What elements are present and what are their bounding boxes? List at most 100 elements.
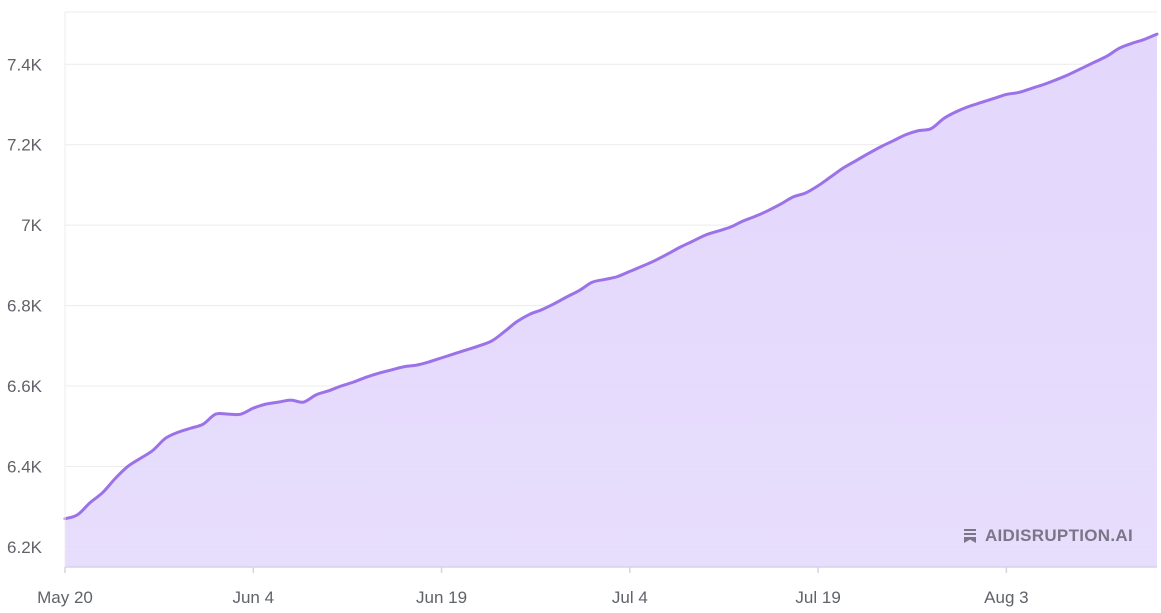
data-point — [440, 356, 444, 360]
bookmark-stack-icon — [963, 529, 976, 543]
data-point — [1142, 37, 1146, 41]
data-point — [352, 380, 356, 384]
data-point — [1067, 72, 1071, 76]
data-point — [289, 398, 293, 402]
data-point — [88, 501, 92, 505]
data-point — [1055, 78, 1059, 82]
data-point — [628, 269, 632, 273]
data-point — [176, 430, 180, 434]
data-point — [427, 360, 431, 364]
x-tick-label: May 20 — [37, 588, 93, 607]
x-tick-label: Jul 4 — [612, 588, 648, 607]
data-point — [251, 406, 255, 410]
data-point — [816, 184, 820, 188]
data-point — [766, 209, 770, 213]
series-area-fill — [65, 34, 1157, 568]
data-point — [163, 436, 167, 440]
data-point — [553, 302, 557, 306]
data-point — [314, 393, 318, 397]
data-point — [590, 280, 594, 284]
data-point — [515, 320, 519, 324]
data-point — [502, 330, 506, 334]
y-tick-label: 7.2K — [7, 136, 43, 155]
data-point — [929, 127, 933, 131]
data-point — [703, 233, 707, 237]
x-tick-label: Jun 4 — [232, 588, 274, 607]
data-point — [753, 214, 757, 218]
data-point — [126, 464, 130, 468]
data-point — [891, 139, 895, 143]
data-point — [1117, 46, 1121, 50]
data-point — [917, 129, 921, 133]
data-point — [653, 259, 657, 263]
data-point — [728, 225, 732, 229]
data-point — [841, 166, 845, 170]
data-point — [339, 384, 343, 388]
data-point — [327, 389, 331, 393]
data-point — [665, 252, 669, 256]
y-tick-label: 6.4K — [7, 457, 43, 476]
data-point — [1017, 90, 1021, 94]
data-point — [540, 308, 544, 312]
data-point — [1155, 32, 1159, 36]
data-point — [804, 191, 808, 195]
data-point — [967, 105, 971, 109]
data-point — [76, 513, 80, 517]
y-tick-label: 6.2K — [7, 538, 43, 557]
data-point — [942, 117, 946, 121]
data-point — [565, 295, 569, 299]
x-axis-ticks: May 20 Jun 4 Jun 19 Jul 4 Jul 19 Aug 3 — [37, 567, 1029, 607]
data-point — [402, 365, 406, 369]
y-tick-label: 6.6K — [7, 377, 43, 396]
data-point — [477, 344, 481, 348]
data-point — [791, 195, 795, 199]
data-point — [778, 202, 782, 206]
watermark-text: AIDISRUPTION.AI — [984, 526, 1133, 545]
data-point — [138, 456, 142, 460]
y-axis-ticks: 6.2K 6.4K 6.6K 6.8K 7K 7.2K 7.4K — [7, 55, 43, 557]
y-tick-label: 6.8K — [7, 297, 43, 316]
data-point — [640, 264, 644, 268]
data-point — [1130, 41, 1134, 45]
data-point — [264, 402, 268, 406]
data-point — [527, 312, 531, 316]
data-point — [1042, 82, 1046, 86]
data-point — [377, 371, 381, 375]
data-point — [829, 175, 833, 179]
data-point — [414, 363, 418, 367]
data-point — [389, 368, 393, 372]
data-point — [1080, 66, 1084, 70]
data-point — [364, 375, 368, 379]
data-point — [904, 133, 908, 137]
watermark: AIDISRUPTION.AI — [963, 526, 1133, 546]
series-line — [63, 32, 1159, 521]
data-point — [1004, 92, 1008, 96]
data-point — [992, 96, 996, 100]
x-tick-label: Jun 19 — [416, 588, 467, 607]
data-point — [239, 412, 243, 416]
y-tick-label: 7K — [21, 216, 42, 235]
data-point — [201, 422, 205, 426]
data-point — [979, 100, 983, 104]
data-point — [189, 426, 193, 430]
data-point — [854, 159, 858, 163]
data-point — [603, 277, 607, 281]
data-point — [741, 219, 745, 223]
y-tick-label: 7.4K — [7, 55, 43, 74]
data-point — [1092, 60, 1096, 64]
data-point — [113, 477, 117, 481]
data-point — [954, 110, 958, 114]
data-point — [301, 400, 305, 404]
data-point — [276, 400, 280, 404]
data-point — [578, 288, 582, 292]
data-point — [1105, 54, 1109, 58]
data-point — [214, 412, 218, 416]
data-point — [615, 275, 619, 279]
data-point — [716, 229, 720, 233]
data-point — [226, 412, 230, 416]
data-point — [1029, 86, 1033, 90]
data-point — [678, 245, 682, 249]
data-point — [465, 348, 469, 352]
data-point — [879, 145, 883, 149]
